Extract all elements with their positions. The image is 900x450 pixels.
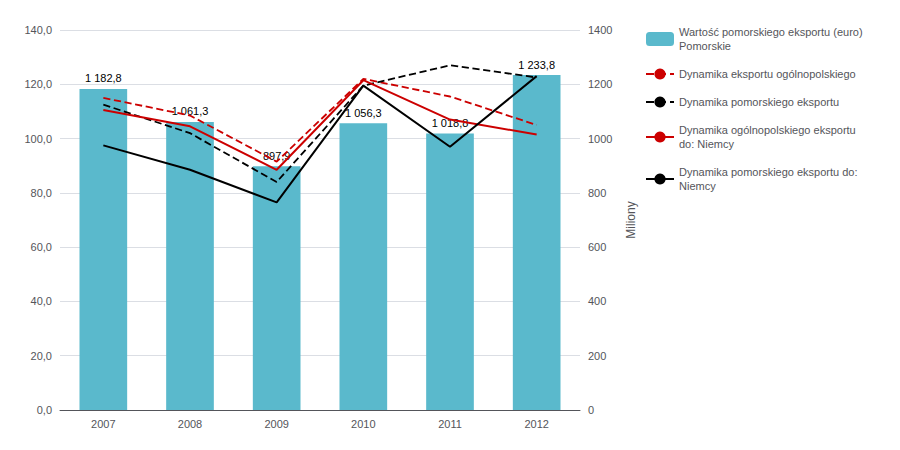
svg-text:400: 400 xyxy=(588,295,606,307)
svg-text:1 056,3: 1 056,3 xyxy=(345,107,382,119)
svg-text:do: Niemcy: do: Niemcy xyxy=(679,138,735,150)
svg-text:2010: 2010 xyxy=(351,418,375,430)
svg-text:1 061,3: 1 061,3 xyxy=(171,105,209,118)
svg-text:2007: 2007 xyxy=(91,418,115,430)
svg-text:Wartość pomorskiego eksportu (: Wartość pomorskiego eksportu (euro) xyxy=(679,26,863,38)
svg-text:600: 600 xyxy=(588,241,606,253)
svg-text:800: 800 xyxy=(588,187,606,199)
svg-text:1000: 1000 xyxy=(588,133,612,145)
svg-text:0,0: 0,0 xyxy=(37,404,52,416)
svg-text:2011: 2011 xyxy=(438,418,462,430)
svg-text:140,0: 140,0 xyxy=(24,24,52,36)
svg-text:897,9: 897,9 xyxy=(262,149,291,162)
svg-text:Dynamika ogólnopolskiego ekspo: Dynamika ogólnopolskiego eksportu xyxy=(679,124,856,136)
svg-text:120,0: 120,0 xyxy=(24,78,52,90)
svg-text:1 233,8: 1 233,8 xyxy=(518,59,555,71)
svg-text:1 182,8: 1 182,8 xyxy=(85,72,122,84)
svg-text:60,0: 60,0 xyxy=(31,241,52,253)
svg-text:Dynamika pomorskiego eksportu: Dynamika pomorskiego eksportu do: xyxy=(679,166,858,178)
svg-text:80,0: 80,0 xyxy=(31,187,52,199)
svg-text:100,0: 100,0 xyxy=(24,133,52,145)
svg-text:40,0: 40,0 xyxy=(31,295,52,307)
svg-text:200: 200 xyxy=(588,350,606,362)
svg-text:20,0: 20,0 xyxy=(31,350,52,362)
svg-text:2009: 2009 xyxy=(264,418,288,430)
svg-text:Miliony: Miliony xyxy=(624,201,638,238)
svg-text:Pomorskie: Pomorskie xyxy=(679,40,731,52)
svg-text:1200: 1200 xyxy=(588,78,612,90)
svg-text:1400: 1400 xyxy=(588,24,612,36)
svg-text:2012: 2012 xyxy=(524,418,548,430)
svg-text:Niemcy: Niemcy xyxy=(679,180,716,192)
svg-text:Dynamika pomorskiego eksportu: Dynamika pomorskiego eksportu xyxy=(679,96,839,108)
svg-text:0: 0 xyxy=(588,404,594,416)
svg-text:Dynamika eksportu ogólnopolski: Dynamika eksportu ogólnopolskiego xyxy=(679,68,856,80)
svg-text:1 018,8: 1 018,8 xyxy=(431,117,469,129)
svg-text:2008: 2008 xyxy=(178,418,202,430)
